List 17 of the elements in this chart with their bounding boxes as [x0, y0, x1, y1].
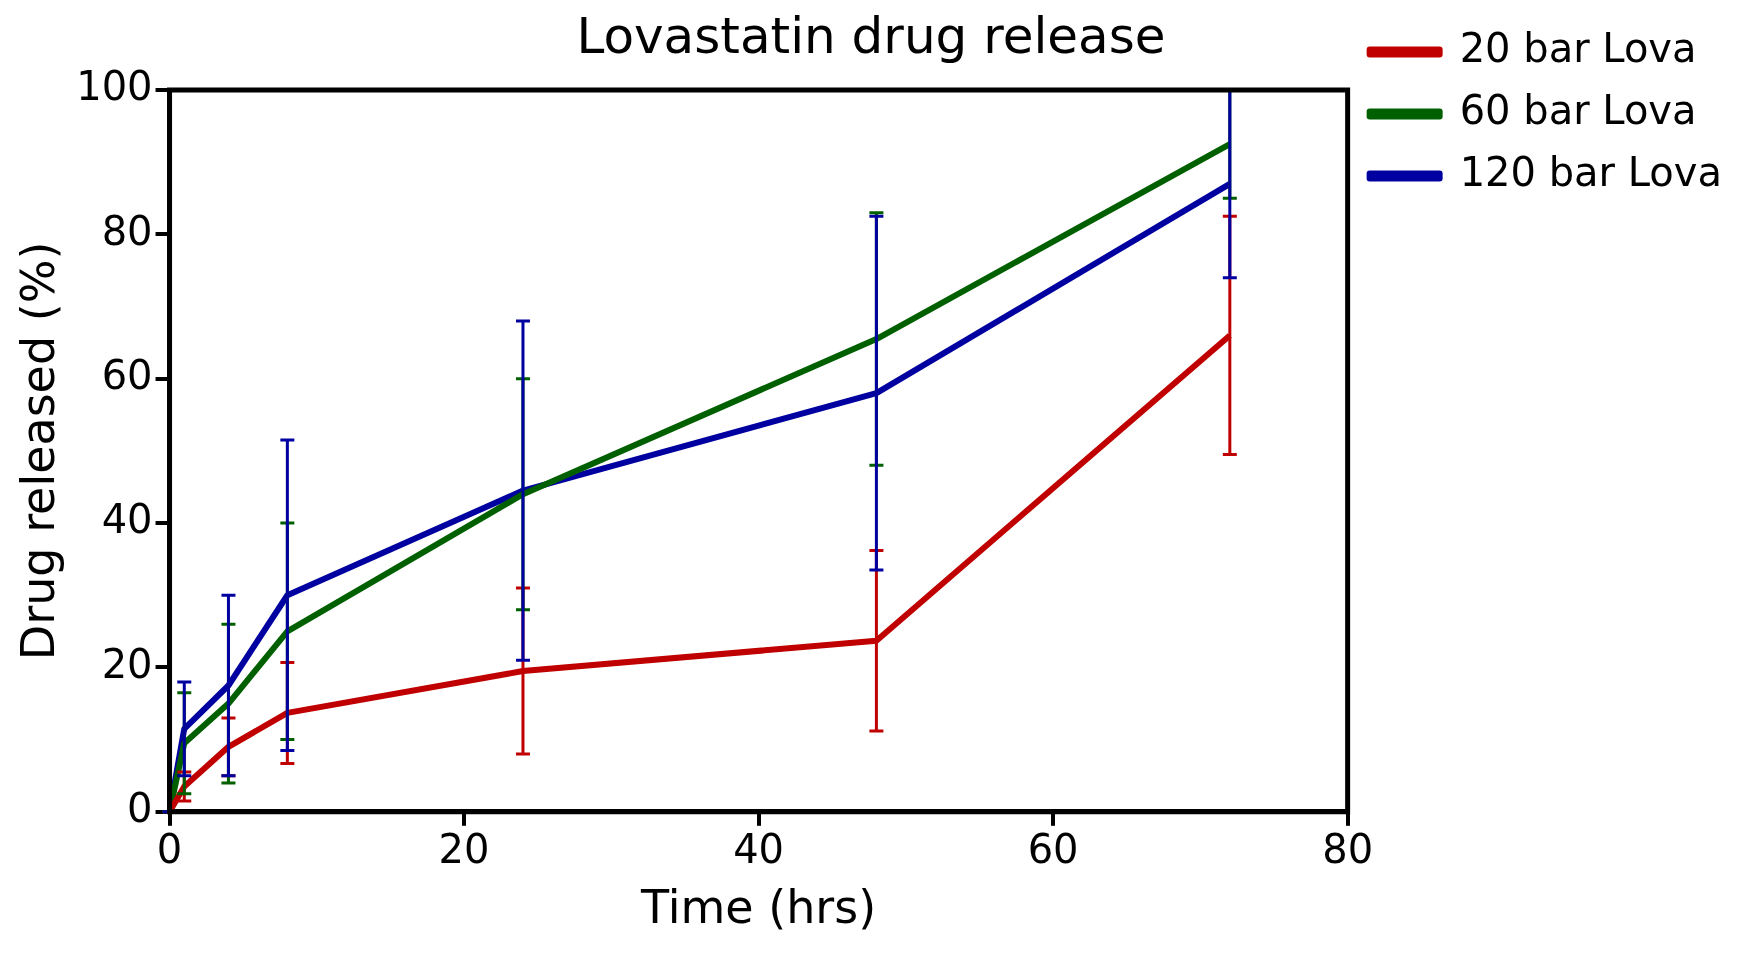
y-tick-label: 0 [127, 785, 153, 832]
y-tick-label: 20 [101, 640, 153, 687]
legend-label: 120 bar Lova [1459, 149, 1723, 196]
x-tick-label: 80 [1322, 826, 1374, 873]
y-axis-title: Drug released (%) [10, 241, 65, 661]
legend-label: 60 bar Lova [1459, 87, 1697, 134]
chart-title: Lovastatin drug release [576, 6, 1166, 65]
y-tick-label: 100 [76, 63, 153, 110]
y-tick-label: 80 [101, 207, 153, 254]
y-tick-label: 60 [101, 352, 153, 399]
x-tick-label: 60 [1027, 826, 1079, 873]
y-tick-label: 40 [101, 496, 153, 543]
x-tick-label: 20 [438, 826, 490, 873]
legend-label: 20 bar Lova [1459, 25, 1697, 72]
x-tick-label: 0 [156, 826, 183, 873]
x-axis-title: Time (hrs) [640, 880, 877, 935]
x-tick-label: 40 [733, 826, 785, 873]
